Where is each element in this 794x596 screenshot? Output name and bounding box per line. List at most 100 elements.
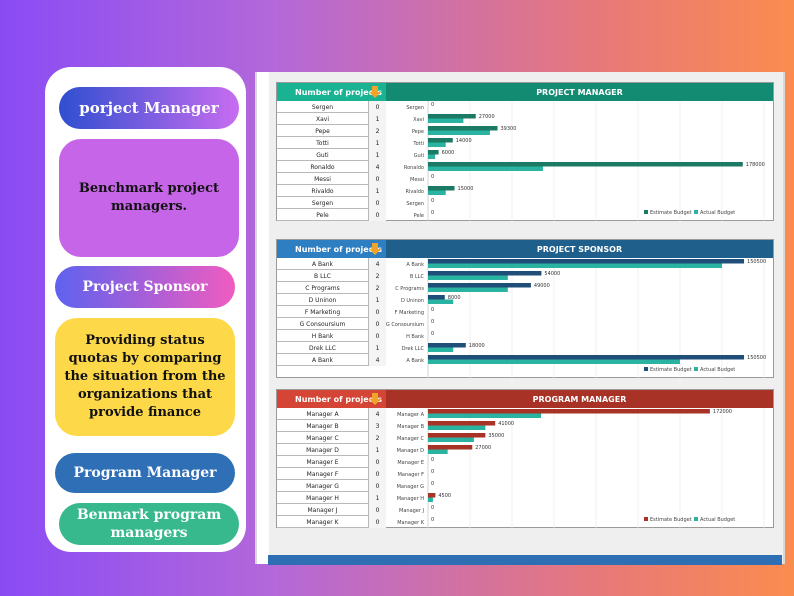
section-title: PROGRAM MANAGER bbox=[386, 390, 773, 408]
table-row[interactable]: H Bank 0 bbox=[277, 330, 386, 342]
row-count: 0 bbox=[369, 306, 386, 318]
row-name: Guti bbox=[277, 149, 369, 161]
table-row[interactable]: Rivaldo 1 bbox=[277, 185, 386, 197]
data-label: 15000 bbox=[458, 186, 474, 192]
row-name: F Marketing bbox=[277, 306, 369, 318]
category-label: Messi bbox=[410, 177, 424, 183]
table-row[interactable]: Pepe 2 bbox=[277, 125, 386, 137]
table-row[interactable]: Messi 0 bbox=[277, 173, 386, 185]
row-count: 4 bbox=[369, 161, 386, 173]
row-count: 2 bbox=[369, 432, 386, 444]
row-count: 2 bbox=[369, 282, 386, 294]
category-label: Manager J bbox=[399, 508, 424, 514]
table-row[interactable]: Pele 0 bbox=[277, 209, 386, 221]
actual-bar bbox=[428, 142, 446, 147]
table-row[interactable]: Sergen 0 bbox=[277, 101, 386, 113]
data-label: 54000 bbox=[544, 271, 560, 277]
table-row[interactable]: D Uninon 1 bbox=[277, 294, 386, 306]
table-row[interactable]: Xavi 1 bbox=[277, 113, 386, 125]
legend-swatch-estimate bbox=[644, 210, 648, 214]
row-count: 3 bbox=[369, 420, 386, 432]
category-label: A Bank bbox=[406, 358, 424, 364]
table-row[interactable]: C Programs 2 bbox=[277, 282, 386, 294]
estimate-bar bbox=[428, 409, 710, 414]
row-name: Manager C bbox=[277, 432, 369, 444]
bottom-strip bbox=[268, 555, 782, 565]
table-row[interactable]: Ronaldo 4 bbox=[277, 161, 386, 173]
row-count: 1 bbox=[369, 113, 386, 125]
budget-chart: Sergen 0 Xavi 27000 Pepe 39300 Totti 14000 Guti 6… bbox=[386, 101, 774, 221]
estimate-bar bbox=[428, 114, 476, 119]
count-header: Number of projects bbox=[277, 240, 386, 258]
category-label: Sergen bbox=[406, 105, 424, 111]
row-count: 0 bbox=[369, 330, 386, 342]
data-label: 0 bbox=[431, 198, 434, 204]
row-name: D Uninon bbox=[277, 294, 369, 306]
actual-bar bbox=[428, 413, 542, 418]
category-label: Manager F bbox=[398, 472, 425, 478]
data-label: 4500 bbox=[438, 493, 451, 499]
sort-arrow-icon[interactable] bbox=[368, 85, 382, 99]
table-row[interactable]: Guti 1 bbox=[277, 149, 386, 161]
actual-bar bbox=[428, 287, 508, 292]
table-row[interactable]: A Bank 4 bbox=[277, 354, 386, 366]
data-label: 6000 bbox=[442, 150, 455, 156]
category-label: Manager B bbox=[397, 424, 425, 430]
data-label: 39300 bbox=[500, 126, 516, 132]
category-label: Manager E bbox=[397, 460, 424, 466]
estimate-bar bbox=[428, 295, 445, 300]
row-name: C Programs bbox=[277, 282, 369, 294]
row-name: Sergen bbox=[277, 101, 369, 113]
actual-bar bbox=[428, 130, 490, 135]
table-row[interactable]: Sergen 0 bbox=[277, 197, 386, 209]
project-manager-pill[interactable]: porject Manager bbox=[59, 87, 239, 129]
row-name: Manager H bbox=[277, 492, 369, 504]
legend-swatch-actual bbox=[694, 367, 698, 371]
data-label: 0 bbox=[431, 481, 434, 487]
table-row[interactable]: F Marketing 0 bbox=[277, 306, 386, 318]
table-row[interactable]: B LLC 2 bbox=[277, 270, 386, 282]
table-row[interactable]: Drek LLC 1 bbox=[277, 342, 386, 354]
estimate-bar bbox=[428, 138, 453, 143]
category-label: Manager H bbox=[397, 496, 425, 502]
budget-chart: A Bank 150500 B LLC 54000 C Programs 49000 D U… bbox=[386, 258, 774, 378]
table-row[interactable]: G Consoursium 0 bbox=[277, 318, 386, 330]
category-label: Pepe bbox=[412, 129, 424, 135]
row-count: 1 bbox=[369, 185, 386, 197]
row-name: H Bank bbox=[277, 330, 369, 342]
table-row[interactable]: A Bank 4 bbox=[277, 258, 386, 270]
row-name: Manager J bbox=[277, 504, 369, 516]
row-name: G Consoursium bbox=[277, 318, 369, 330]
program-manager-pill[interactable]: Program Manager bbox=[55, 453, 235, 493]
row-name: Totti bbox=[277, 137, 369, 149]
data-label: 14000 bbox=[456, 138, 472, 144]
estimate-bar bbox=[428, 493, 436, 498]
data-label: 0 bbox=[431, 319, 434, 325]
data-label: 0 bbox=[431, 331, 434, 337]
category-label: D Uninon bbox=[401, 298, 424, 304]
sort-arrow-icon[interactable] bbox=[368, 392, 382, 406]
table-row[interactable]: Totti 1 bbox=[277, 137, 386, 149]
legend-swatch-actual bbox=[694, 517, 698, 521]
actual-bar bbox=[428, 449, 448, 454]
status-quotas-pill: Providing status quotas by comparing the… bbox=[55, 318, 235, 436]
row-name: Pepe bbox=[277, 125, 369, 137]
project-sponsor-pill[interactable]: Project Sponsor bbox=[55, 266, 235, 308]
legend-label: Estimate Budget bbox=[650, 367, 692, 373]
legend-label: Actual Budget bbox=[700, 367, 735, 373]
data-label: 150500 bbox=[747, 355, 766, 361]
row-name: Manager B bbox=[277, 420, 369, 432]
category-label: Manager A bbox=[397, 412, 425, 418]
sort-arrow-icon[interactable] bbox=[368, 242, 382, 256]
data-label: 49000 bbox=[534, 283, 550, 289]
